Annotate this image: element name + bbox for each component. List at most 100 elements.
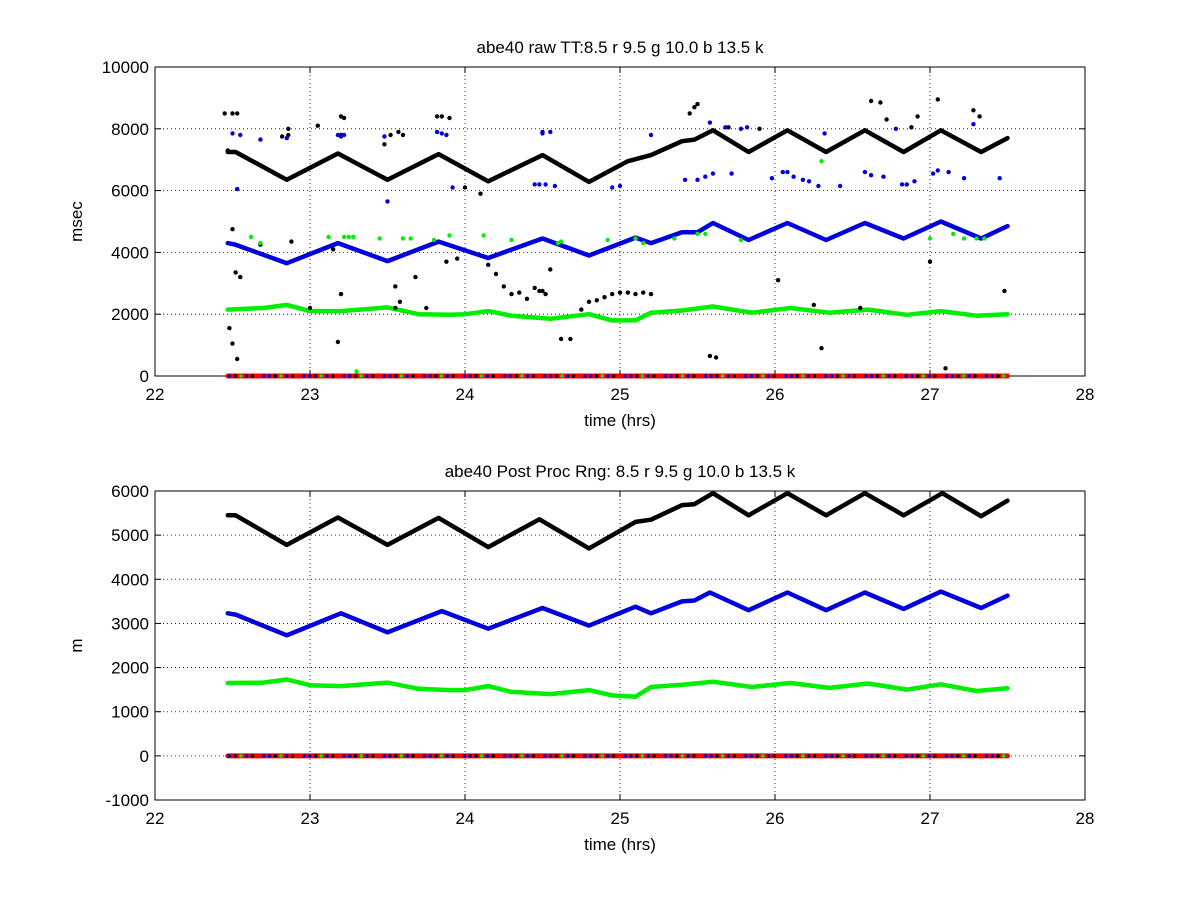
baseline-marker bbox=[915, 754, 920, 758]
baseline-marker bbox=[348, 754, 352, 758]
baseline-marker bbox=[864, 754, 868, 758]
baseline-marker bbox=[892, 374, 897, 378]
data-point-black bbox=[977, 114, 982, 119]
data-point-blue bbox=[434, 129, 440, 135]
data-point-black bbox=[444, 259, 449, 264]
baseline-marker bbox=[778, 754, 782, 758]
data-point-black bbox=[396, 129, 401, 135]
baseline-marker bbox=[399, 754, 404, 758]
x-tick-label: 27 bbox=[921, 809, 940, 828]
data-point-black bbox=[633, 291, 638, 297]
baseline-marker bbox=[348, 374, 352, 378]
baseline-marker bbox=[623, 754, 627, 758]
data-point-green bbox=[351, 234, 356, 240]
data-point-black bbox=[707, 353, 713, 359]
baseline-marker bbox=[365, 374, 369, 378]
data-point-black bbox=[819, 346, 824, 351]
baseline-marker bbox=[669, 754, 673, 758]
data-point-blue bbox=[785, 169, 790, 175]
baseline-marker bbox=[852, 374, 857, 378]
data-point-black bbox=[486, 262, 491, 267]
baseline-marker bbox=[617, 374, 622, 378]
baseline-marker bbox=[606, 754, 610, 758]
baseline-marker bbox=[514, 754, 518, 758]
baseline-marker bbox=[869, 754, 874, 758]
baseline-marker bbox=[749, 754, 754, 758]
data-point-black bbox=[331, 247, 336, 252]
x-tick-label: 24 bbox=[456, 385, 475, 404]
data-point-black bbox=[610, 291, 615, 297]
baseline-marker bbox=[634, 754, 639, 758]
data-point-blue bbox=[385, 199, 390, 204]
baseline-marker bbox=[864, 374, 868, 378]
baseline-marker bbox=[703, 374, 708, 378]
data-point-blue bbox=[946, 169, 951, 175]
baseline-marker bbox=[267, 754, 272, 758]
baseline-marker bbox=[313, 374, 318, 378]
baseline-marker bbox=[548, 754, 553, 758]
data-point-black bbox=[617, 290, 623, 295]
baseline-marker bbox=[560, 374, 564, 378]
baseline-marker bbox=[445, 374, 450, 378]
baseline-marker bbox=[829, 374, 834, 378]
baseline-marker bbox=[732, 374, 736, 378]
baseline-marker bbox=[623, 374, 627, 378]
baseline-marker bbox=[508, 754, 513, 758]
baseline-marker bbox=[491, 754, 496, 758]
data-point-black bbox=[775, 278, 781, 283]
baseline-marker bbox=[600, 374, 604, 378]
baseline-marker bbox=[468, 374, 473, 378]
baseline-marker bbox=[439, 754, 444, 758]
data-point-blue bbox=[238, 132, 243, 138]
baseline-marker bbox=[434, 374, 438, 378]
series-line-blue bbox=[225, 589, 1010, 638]
data-point-black bbox=[943, 366, 948, 371]
data-point-green bbox=[400, 236, 406, 241]
baseline-marker bbox=[583, 754, 587, 758]
data-point-black bbox=[315, 123, 320, 128]
baseline-marker bbox=[566, 374, 570, 378]
series-line-blue bbox=[225, 219, 1010, 266]
post-proc-rng-chart: 22 23 24 25 26 27 28 -1000 0 1000 2000 3000 4000 5000… bbox=[67, 462, 1094, 854]
baseline-marker bbox=[451, 754, 455, 758]
baseline-marker bbox=[812, 754, 817, 758]
baseline-marker bbox=[978, 374, 983, 378]
baseline-marker bbox=[468, 754, 473, 758]
data-point-blue bbox=[540, 131, 545, 136]
baseline-marker bbox=[520, 374, 524, 378]
baseline-marker bbox=[405, 374, 410, 378]
baseline-marker bbox=[783, 754, 788, 758]
data-point-blue bbox=[707, 120, 713, 125]
baseline-marker bbox=[961, 754, 966, 758]
baseline-marker bbox=[629, 754, 633, 758]
baseline-marker bbox=[835, 374, 840, 378]
baseline-marker bbox=[674, 374, 679, 378]
x-tick-label: 23 bbox=[301, 385, 320, 404]
baseline-marker bbox=[858, 374, 862, 378]
baseline-marker bbox=[577, 374, 581, 378]
data-point-black bbox=[222, 111, 227, 116]
data-point-green bbox=[509, 237, 514, 243]
data-point-black bbox=[868, 98, 874, 104]
data-point-blue bbox=[997, 176, 1002, 181]
baseline-marker bbox=[428, 754, 432, 758]
baseline-marker bbox=[342, 754, 346, 758]
baseline-marker bbox=[726, 754, 731, 758]
data-point-green bbox=[672, 236, 677, 241]
baseline-marker bbox=[617, 754, 622, 758]
baseline-marker bbox=[353, 374, 358, 378]
baseline-marker bbox=[967, 374, 971, 378]
baseline-marker bbox=[944, 754, 949, 758]
data-point-blue bbox=[439, 131, 444, 136]
data-point-green bbox=[258, 240, 263, 246]
baseline-marker bbox=[686, 374, 690, 378]
baseline-marker bbox=[841, 754, 845, 758]
baseline-marker bbox=[921, 754, 926, 758]
baseline-marker bbox=[227, 374, 232, 378]
baseline-marker bbox=[652, 754, 656, 758]
data-point-black bbox=[478, 191, 483, 196]
baseline-marker bbox=[950, 754, 954, 758]
baseline-marker bbox=[588, 754, 593, 758]
baseline-marker bbox=[680, 374, 685, 378]
data-point-black bbox=[602, 295, 607, 300]
